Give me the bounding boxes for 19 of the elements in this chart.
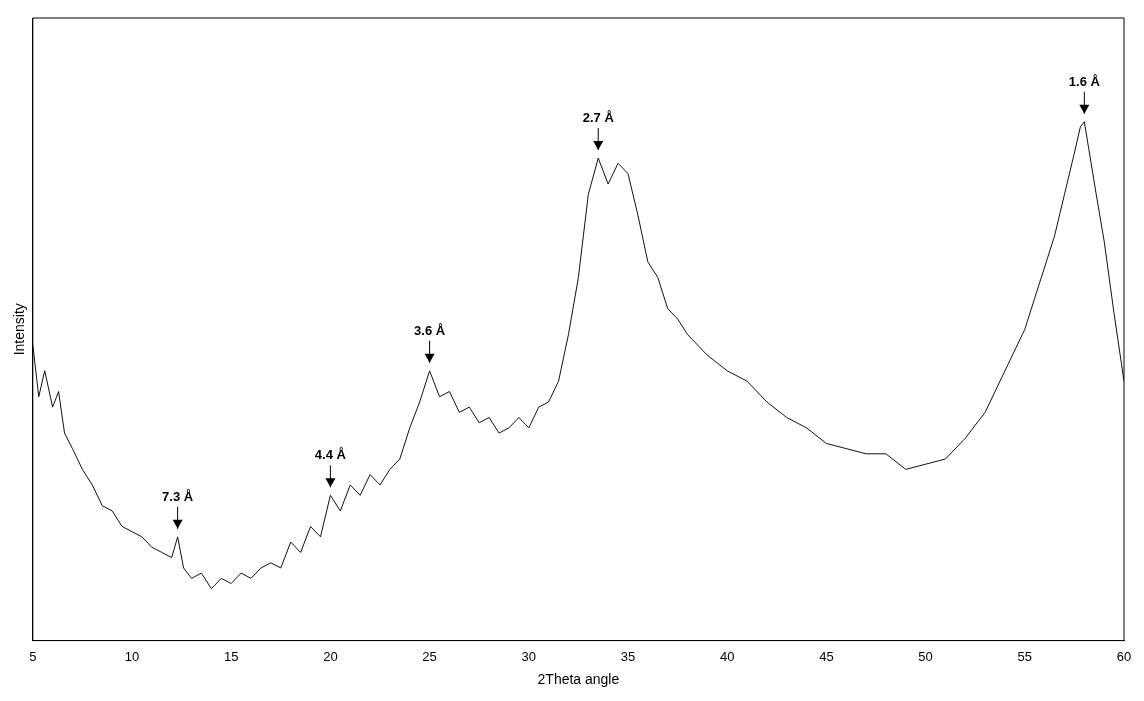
x-tick-label: 25: [422, 648, 437, 664]
x-tick-label: 50: [918, 648, 933, 664]
x-tick-label: 40: [719, 648, 735, 664]
x-tick-label: 30: [521, 648, 537, 664]
x-tick-label: 10: [124, 648, 140, 664]
x-tick-label: 5: [29, 648, 37, 664]
annotation: 4.4 Å: [314, 447, 347, 463]
annotation: 2.7 Å: [582, 110, 615, 126]
y-axis-title: Intensity: [11, 303, 28, 356]
x-tick-label: 20: [323, 648, 338, 664]
annotation: 1.6 Å: [1068, 73, 1101, 89]
x-tick-label: 35: [620, 648, 636, 664]
x-axis-title: 2Theta angle: [537, 671, 620, 688]
annotation: 3.6 Å: [414, 322, 446, 338]
x-tick-label: 15: [223, 648, 239, 664]
annotation: 7.3 Å: [162, 488, 194, 504]
x-tick-label: 45: [819, 648, 834, 664]
x-tick-label: 60: [1116, 648, 1132, 664]
x-tick-label: 55: [1017, 648, 1033, 664]
